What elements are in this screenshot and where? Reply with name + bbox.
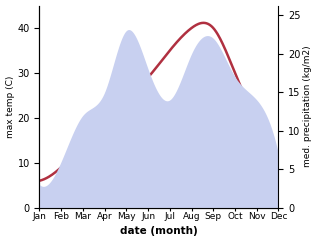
Y-axis label: med. precipitation (kg/m2): med. precipitation (kg/m2) — [303, 46, 313, 167]
X-axis label: date (month): date (month) — [120, 227, 198, 236]
Y-axis label: max temp (C): max temp (C) — [5, 76, 15, 138]
